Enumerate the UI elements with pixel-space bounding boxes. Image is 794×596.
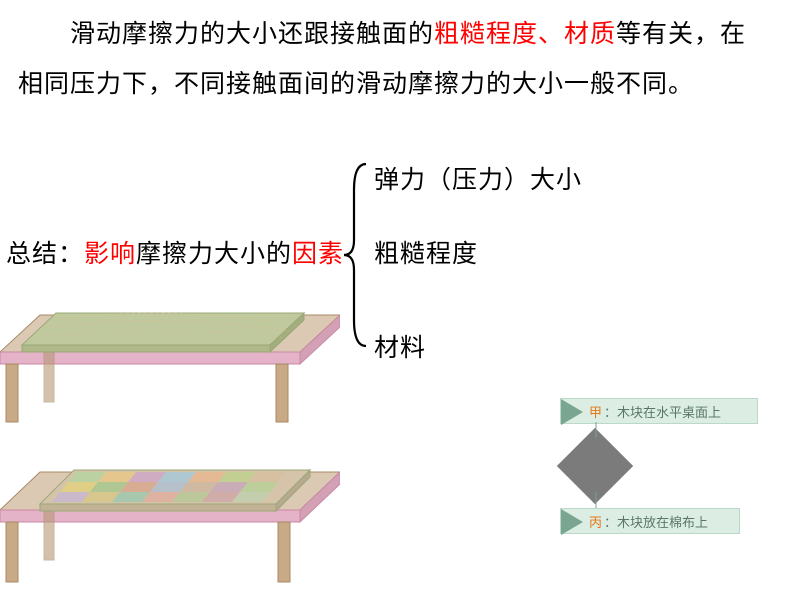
curly-brace	[340, 160, 370, 350]
para-pre: 滑动摩擦力的大小还跟接触面的	[70, 21, 434, 48]
summary-h2: 因素	[292, 241, 344, 268]
legend-bing-text: ：木块放在棉布上	[604, 512, 708, 531]
legend-bing-label: 丙	[589, 512, 602, 531]
legend-bing: 丙：木块放在棉布上	[560, 508, 740, 534]
legend-jia-text: ：木块在水平桌面上	[604, 402, 721, 421]
summary-pre: 总结：	[6, 241, 84, 268]
legend-connector-icon	[594, 422, 598, 510]
factor-3: 材料	[374, 328, 426, 364]
para-highlight: 粗糙程度、材质	[434, 21, 616, 48]
para-indent	[18, 21, 70, 48]
summary-mid: 摩擦力大小的	[136, 241, 292, 268]
table-illustration-smooth	[0, 295, 340, 430]
factor-2: 粗糙程度	[374, 234, 478, 270]
triangle-marker-icon	[561, 509, 583, 535]
triangle-marker-icon	[561, 399, 583, 425]
legend-jia-label: 甲	[589, 402, 602, 421]
table-illustration-textured	[0, 450, 340, 595]
factor-1: 弹力（压力）大小	[374, 160, 582, 196]
summary-h1: 影响	[84, 241, 136, 268]
legend-jia: 甲：木块在水平桌面上	[560, 398, 758, 424]
summary-line: 总结：影响摩擦力大小的因素	[6, 234, 344, 270]
main-paragraph: 滑动摩擦力的大小还跟接触面的粗糙程度、材质等有关，在相同压力下，不同接触面间的滑…	[18, 10, 758, 110]
legend-block: 甲：木块在水平桌面上 丙：木块放在棉布上	[560, 398, 770, 534]
